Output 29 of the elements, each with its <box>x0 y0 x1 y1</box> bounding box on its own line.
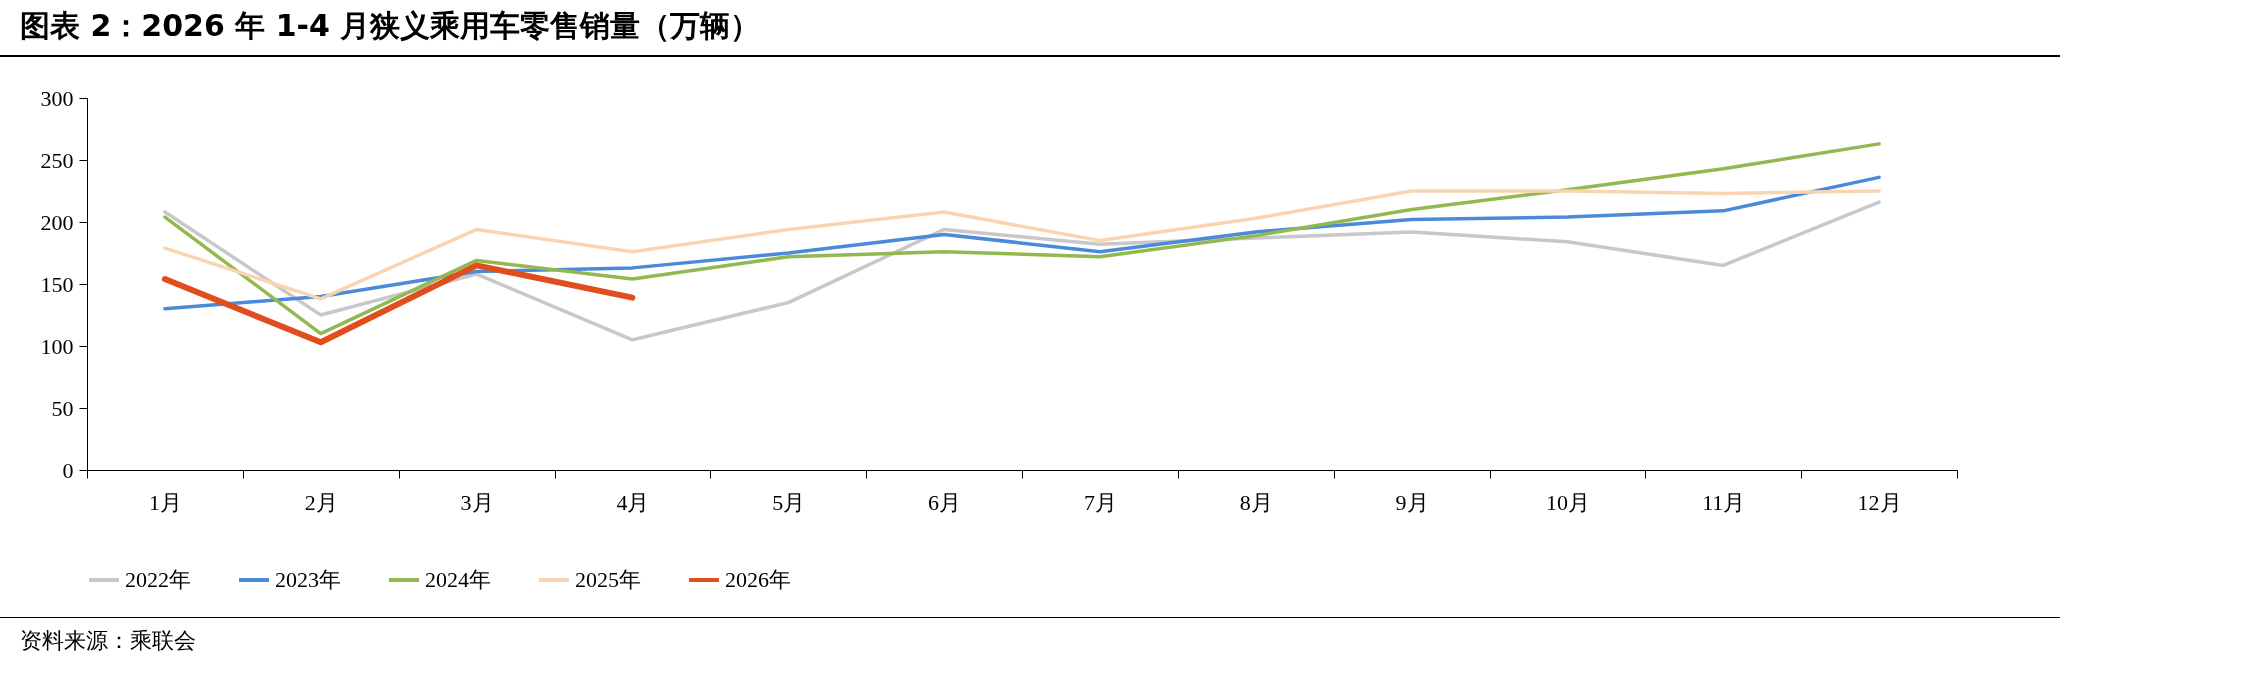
line-series <box>163 142 1881 336</box>
x-tick-label: 4月 <box>616 489 650 515</box>
legend-label: 2025年 <box>575 567 641 592</box>
x-tick-label: 7月 <box>1083 489 1117 515</box>
x-tick-label: 1月 <box>148 489 182 515</box>
x-tick-label: 8月 <box>1239 489 1273 515</box>
x-tick-label: 10月 <box>1545 489 1590 515</box>
legend-label: 2026年 <box>725 567 791 592</box>
legend-label: 2023年 <box>275 567 341 592</box>
y-tick-label: 50 <box>51 395 74 421</box>
y-tick-label: 150 <box>40 271 74 297</box>
text: 资料来源：乘联会 <box>0 617 2060 664</box>
legend-label: 2024年 <box>425 567 491 592</box>
x-tick-label: 2月 <box>304 489 338 515</box>
x-tick-label: 12月 <box>1857 489 1902 515</box>
x-tick-label: 11月 <box>1702 489 1746 515</box>
y-tick-label: 200 <box>40 209 74 235</box>
y-tick-label: 100 <box>40 333 74 359</box>
chart-title: 图表 2：2026 年 1-4 月狭义乘用车零售销量（万辆） <box>0 0 2060 57</box>
y-tick-label: 250 <box>40 147 74 173</box>
legend-label: 2022年 <box>125 567 191 592</box>
x-tick-label: 6月 <box>928 489 962 515</box>
x-tick-label: 3月 <box>460 489 494 515</box>
x-tick-label: 5月 <box>772 489 806 515</box>
x-tick-label: 9月 <box>1395 489 1429 515</box>
y-tick-label: 0 <box>62 457 74 483</box>
line-series <box>163 200 1881 342</box>
y-tick-label: 300 <box>40 85 74 111</box>
line-series <box>163 189 1881 301</box>
